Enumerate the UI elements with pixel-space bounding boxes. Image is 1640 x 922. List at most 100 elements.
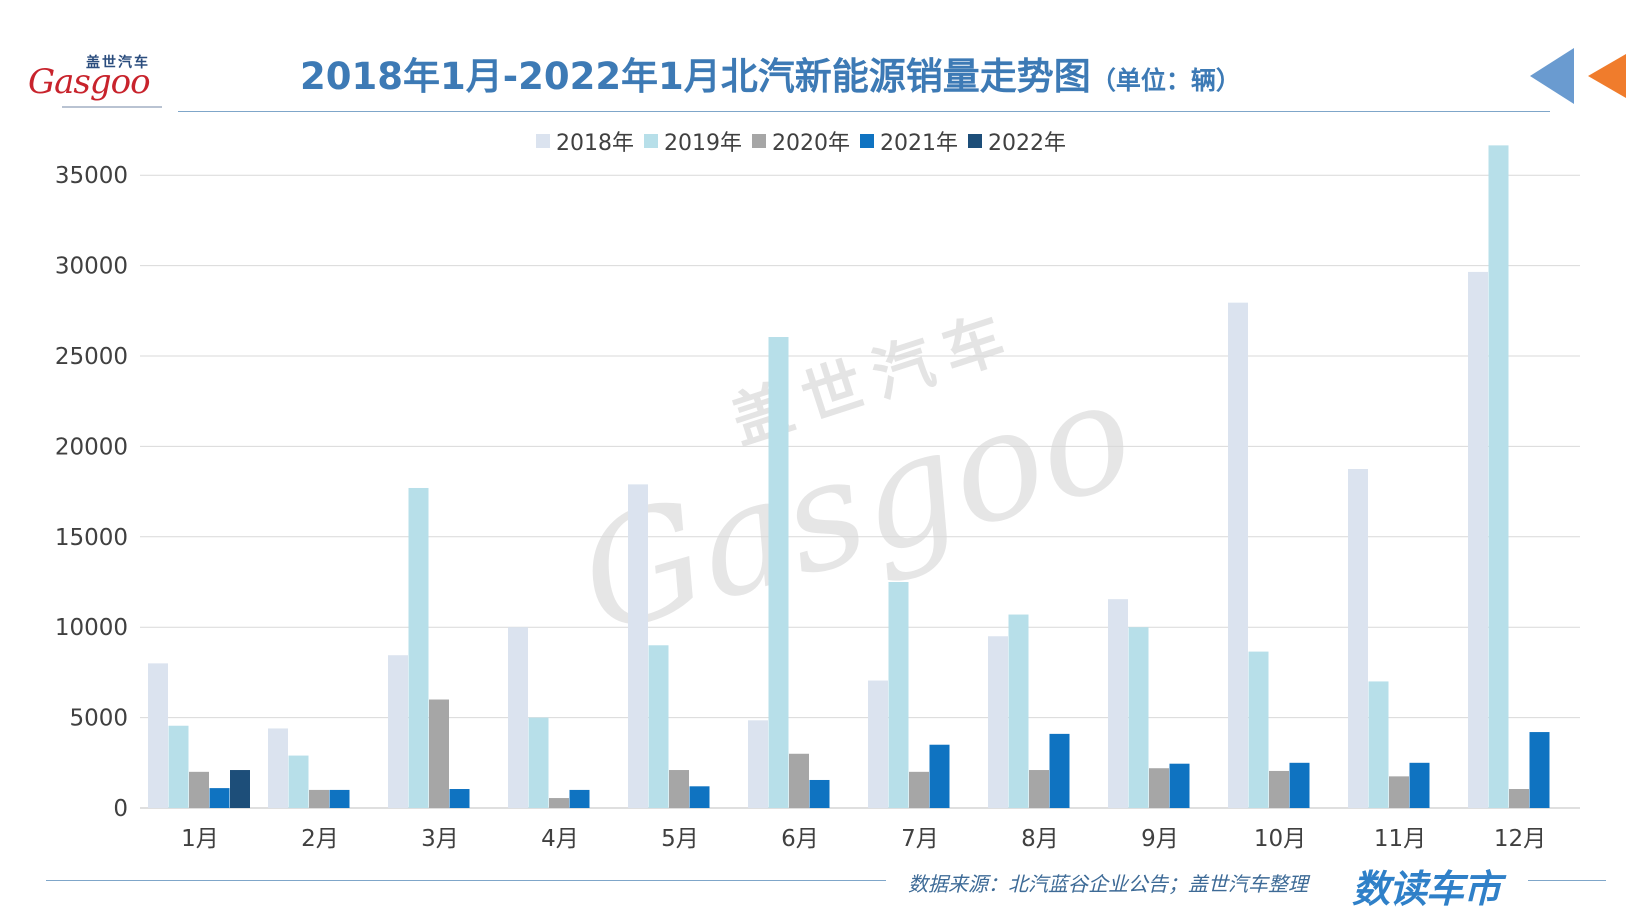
arrow-blue-shape (1530, 48, 1574, 104)
bar-2018 (988, 636, 1008, 808)
footer-divider-right (1528, 880, 1606, 881)
back-arrow-icon (1530, 48, 1626, 104)
x-tick-label: 6月 (781, 826, 819, 852)
logo-en-text: Gasgoo (28, 62, 151, 102)
x-tick-label: 11月 (1374, 826, 1426, 852)
x-tick-label: 10月 (1254, 826, 1306, 852)
legend-item: 2018年 (536, 125, 634, 157)
bar-2021 (1049, 733, 1070, 808)
bar-2019 (168, 725, 189, 808)
bar-2019 (528, 717, 549, 808)
bar-2018 (748, 720, 768, 808)
bar-2018 (1108, 599, 1128, 808)
bar-2019 (1128, 627, 1149, 808)
x-tick-label: 9月 (1141, 826, 1179, 852)
bar-2021 (329, 789, 350, 808)
bar-2021 (929, 744, 950, 808)
x-tick-label: 4月 (541, 826, 579, 852)
legend-swatch (536, 134, 550, 148)
bar-2020 (189, 771, 209, 808)
bar-2020 (549, 798, 569, 808)
bar-2018 (268, 728, 288, 808)
y-tick-label: 30000 (55, 254, 128, 280)
bar-2021 (449, 789, 470, 808)
y-tick-label: 35000 (55, 163, 128, 189)
bar-2020 (1149, 768, 1169, 808)
chart-title-main: 2018年1月-2022年1月北汽新能源销量走势图 (300, 55, 1091, 98)
bar-2019 (648, 645, 669, 808)
bar-2021 (809, 779, 830, 808)
bar-2019 (408, 487, 429, 808)
bar-2018 (148, 663, 168, 808)
bar-2022 (230, 770, 250, 808)
footer-divider-left (46, 880, 886, 881)
legend-item: 2019年 (644, 125, 742, 157)
legend-label: 2020年 (772, 131, 850, 156)
x-tick-label: 1月 (181, 826, 219, 852)
legend-label: 2021年 (880, 131, 958, 156)
bar-2021 (1409, 762, 1430, 808)
bar-2019 (1248, 651, 1269, 808)
legend-item: 2022年 (968, 125, 1066, 157)
arrow-orange-shape (1588, 54, 1626, 98)
bar-2021 (1169, 763, 1190, 808)
bar-2019 (1488, 145, 1509, 809)
bar-2018 (1468, 271, 1488, 809)
bar-2020 (309, 789, 329, 808)
brand-logo: 数读车市 (1352, 867, 1501, 911)
bar-2020 (1509, 789, 1529, 808)
bar-2020 (1389, 776, 1409, 808)
bar-2020 (1029, 770, 1049, 808)
legend-label: 2022年 (988, 131, 1066, 156)
data-source: 数据来源：北汽蓝谷企业公告；盖世汽车整理 (908, 872, 1308, 896)
chart-title: 2018年1月-2022年1月北汽新能源销量走势图（单位：辆） (300, 52, 1241, 102)
y-tick-label: 5000 (69, 706, 128, 732)
legend-label: 2018年 (556, 131, 634, 156)
bar-2020 (669, 770, 689, 808)
legend-swatch (752, 134, 766, 148)
legend-item: 2021年 (860, 125, 958, 157)
bar-2021 (1289, 762, 1310, 808)
legend-item: 2020年 (752, 125, 850, 157)
bar-2019 (888, 582, 909, 808)
bar-2021 (209, 788, 230, 808)
x-tick-label: 12月 (1494, 826, 1546, 852)
legend-swatch (860, 134, 874, 148)
bar-2020 (1269, 770, 1289, 808)
bar-2018 (1348, 469, 1368, 808)
logo-underline (62, 106, 162, 108)
y-tick-label: 15000 (55, 525, 128, 551)
bar-2018 (1228, 302, 1248, 808)
x-tick-label: 5月 (661, 826, 699, 852)
bar-2019 (768, 337, 789, 808)
y-tick-label: 20000 (55, 434, 128, 460)
bar-2018 (868, 680, 888, 808)
legend-label: 2019年 (664, 131, 742, 156)
bar-2019 (1008, 614, 1029, 808)
logo-cn-text: 盖世汽车 (86, 55, 150, 71)
logo-en-wordmark: Gasgoo (28, 62, 151, 102)
chart-title-unit: （单位：辆） (1090, 66, 1241, 95)
y-tick-label: 10000 (55, 615, 128, 641)
x-tick-label: 7月 (901, 826, 939, 852)
bar-2020 (789, 753, 809, 808)
gasgoo-logo: 盖世汽车 Gasgoo (26, 52, 166, 112)
y-tick-label: 25000 (55, 344, 128, 370)
bar-2018 (628, 484, 648, 808)
x-tick-label: 2月 (301, 826, 339, 852)
bar-2020 (909, 771, 929, 808)
bar-2019 (1368, 681, 1389, 808)
legend-swatch (644, 134, 658, 148)
chart-legend: 2018年 2019年 2020年 2021年 2022年 (536, 125, 1066, 157)
bar-2018 (388, 655, 408, 808)
bar-2020 (429, 699, 449, 808)
bar-2021 (569, 789, 590, 808)
x-tick-label: 8月 (1021, 826, 1059, 852)
bar-2019 (288, 755, 309, 808)
x-tick-label: 3月 (421, 826, 459, 852)
bar-2018 (508, 627, 528, 808)
bar-2021 (689, 786, 710, 808)
bar-2021 (1529, 732, 1550, 808)
legend-swatch (968, 134, 982, 148)
